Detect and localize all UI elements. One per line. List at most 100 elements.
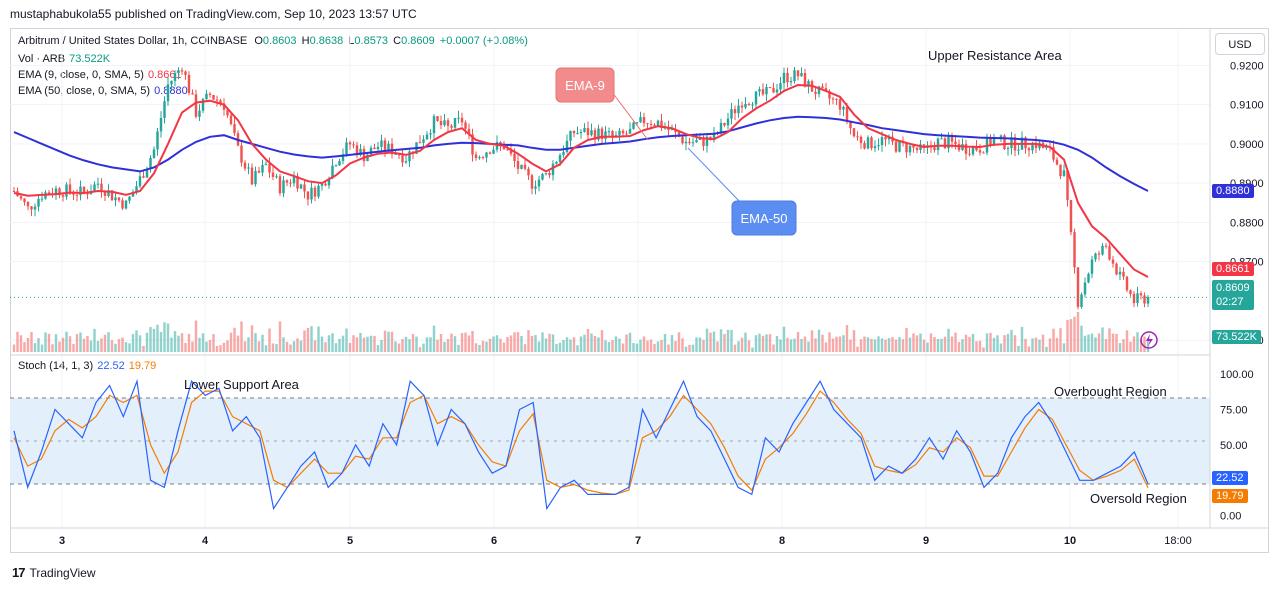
candle-body: [1104, 245, 1108, 247]
candle-body: [607, 131, 611, 133]
volume-bar: [1108, 328, 1111, 352]
stoch-legend[interactable]: Stoch (14, 1, 3) 22.52 19.79: [18, 360, 156, 372]
ema50-callout[interactable]: EMA-50: [687, 147, 797, 236]
candle-body: [37, 198, 40, 207]
volume-bar: [1006, 333, 1010, 352]
volume-bar: [313, 340, 317, 352]
currency-button[interactable]: USD: [1215, 33, 1265, 55]
volume-bar: [219, 345, 222, 352]
volume-bar: [1013, 335, 1017, 352]
volume-bar: [835, 336, 838, 352]
candle-body: [600, 128, 604, 140]
candle-body: [135, 186, 138, 193]
candle-body: [1017, 149, 1020, 151]
volume-bar: [86, 335, 89, 352]
volume-legend[interactable]: Vol · ARB 73.522K: [18, 53, 110, 65]
candle-body: [310, 187, 313, 200]
volume-bar: [786, 337, 789, 352]
volume-bar: [579, 336, 583, 352]
volume-bar: [1129, 341, 1132, 352]
candle-body: [1094, 253, 1097, 260]
candle-body: [915, 147, 919, 150]
volume-bar: [464, 332, 467, 352]
candle-body: [1115, 263, 1118, 275]
volume-bar: [905, 327, 908, 352]
candle-body: [30, 206, 33, 210]
volume-bar: [740, 337, 744, 352]
volume-bar: [800, 338, 803, 352]
volume-bar: [793, 338, 796, 352]
upper-resistance-label: Upper Resistance Area: [928, 48, 1062, 63]
candle-body: [495, 142, 499, 150]
volume-bar: [1045, 346, 1048, 352]
lower-support-label: Lower Support Area: [184, 377, 300, 392]
volume-bar: [513, 332, 516, 352]
volume-bar: [285, 341, 289, 352]
candle-body: [82, 186, 86, 193]
candle-body: [565, 140, 569, 153]
candle-body: [205, 93, 208, 100]
volume-bar: [891, 337, 894, 352]
candle-body: [982, 152, 985, 154]
volume-bar: [814, 338, 817, 352]
volume-bar: [250, 325, 254, 352]
volume-bar: [502, 342, 506, 352]
candle-body: [768, 87, 772, 89]
ema9-callout[interactable]: EMA-9: [555, 67, 649, 141]
candle-body: [807, 81, 810, 87]
volume-bar: [982, 347, 985, 352]
candle-body: [852, 128, 856, 137]
candle-body: [506, 149, 509, 151]
candle-body: [670, 129, 674, 131]
volume-bar: [572, 337, 576, 352]
candle-body: [936, 138, 940, 151]
candle-body: [177, 70, 180, 74]
candle-body: [345, 142, 348, 155]
volume-bar: [373, 335, 376, 352]
candle-body: [131, 192, 135, 197]
volume-bar: [1052, 328, 1055, 352]
ema9-legend[interactable]: EMA (9, close, 0, SMA, 5) 0.8661: [18, 69, 182, 81]
volume-bar: [1024, 338, 1027, 352]
volume-bar: [842, 335, 845, 352]
ema50-legend[interactable]: EMA (50, close, 0, SMA, 5) 0.8880: [18, 85, 188, 97]
candle-body: [989, 137, 992, 146]
volume-bar: [674, 340, 677, 352]
candle-body: [992, 138, 996, 146]
footer-brand[interactable]: TradingView: [29, 565, 96, 580]
published-line: mustaphabukola55 published on TradingVie…: [10, 7, 417, 21]
candle-body: [873, 146, 877, 149]
candle-body: [390, 143, 394, 155]
candle-body: [156, 131, 159, 150]
volume-bar: [628, 332, 632, 352]
ema9-line: [13, 83, 1149, 278]
candle-body: [152, 149, 156, 158]
ema9-label: EMA (9, close, 0, SMA, 5): [18, 69, 144, 81]
symbol-name[interactable]: Arbitrum / United States Dollar, 1h, COI…: [18, 35, 248, 47]
volume-bar: [530, 335, 534, 352]
candle-body: [450, 125, 453, 128]
volume-bar: [940, 338, 943, 352]
volume-bar: [688, 344, 691, 352]
volume-bar: [649, 339, 653, 352]
volume-bar: [96, 340, 100, 352]
candle-body: [968, 153, 971, 155]
alert-icon[interactable]: [1140, 331, 1158, 349]
candle-body: [656, 120, 660, 126]
candle-body: [121, 200, 124, 209]
candle-body: [352, 144, 355, 146]
candle-body: [376, 146, 380, 150]
volume-bar: [345, 328, 348, 352]
candle-body: [1059, 164, 1062, 177]
stoch-k-tag: 22.52: [1212, 471, 1248, 485]
volume-bar: [222, 342, 226, 352]
candle-body: [58, 188, 61, 196]
candle-body: [614, 135, 618, 137]
volume-bar: [691, 344, 695, 352]
candle-body: [334, 165, 338, 167]
volume-bar: [278, 321, 282, 352]
volume-bar: [16, 331, 19, 352]
volume-bar: [1139, 339, 1143, 352]
candle-body: [642, 117, 646, 124]
